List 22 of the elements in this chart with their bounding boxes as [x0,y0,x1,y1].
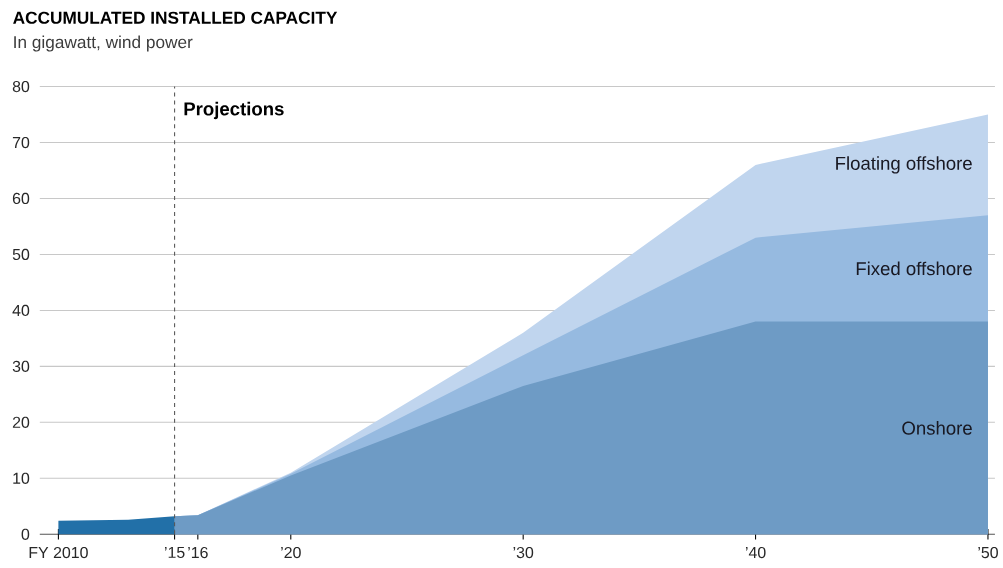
x-tick-label: ’15 [164,546,185,558]
x-tick-label: ’16 [188,546,208,559]
x-tick-label: ’30 [513,546,534,559]
series-label: Fixed offshore [856,261,972,276]
x-tick-label: ’50 [978,546,998,559]
y-tick-label: 10 [13,472,30,484]
y-tick-label: 30 [12,360,30,372]
y-tick-label: 20 [12,416,30,428]
y-tick-label: 80 [12,80,30,93]
ref-line-label: Projections [184,101,284,120]
y-tick-label: 60 [12,192,30,205]
y-tick-label: 0 [21,528,30,540]
chart-subtitle: In gigawatt, wind power [14,35,193,52]
series-label: Onshore [902,421,972,435]
y-tick-label: 40 [12,304,30,316]
x-tick-label: ’40 [745,546,766,559]
x-tick-label: FY 2010 [29,546,88,559]
x-tick-label: ’20 [281,546,301,559]
series-label: Floating offshore [836,156,972,174]
y-tick-label: 70 [12,136,30,149]
y-tick-label: 50 [12,248,30,261]
chart-title: ACCUMULATED INSTALLED CAPACITY [13,11,338,24]
